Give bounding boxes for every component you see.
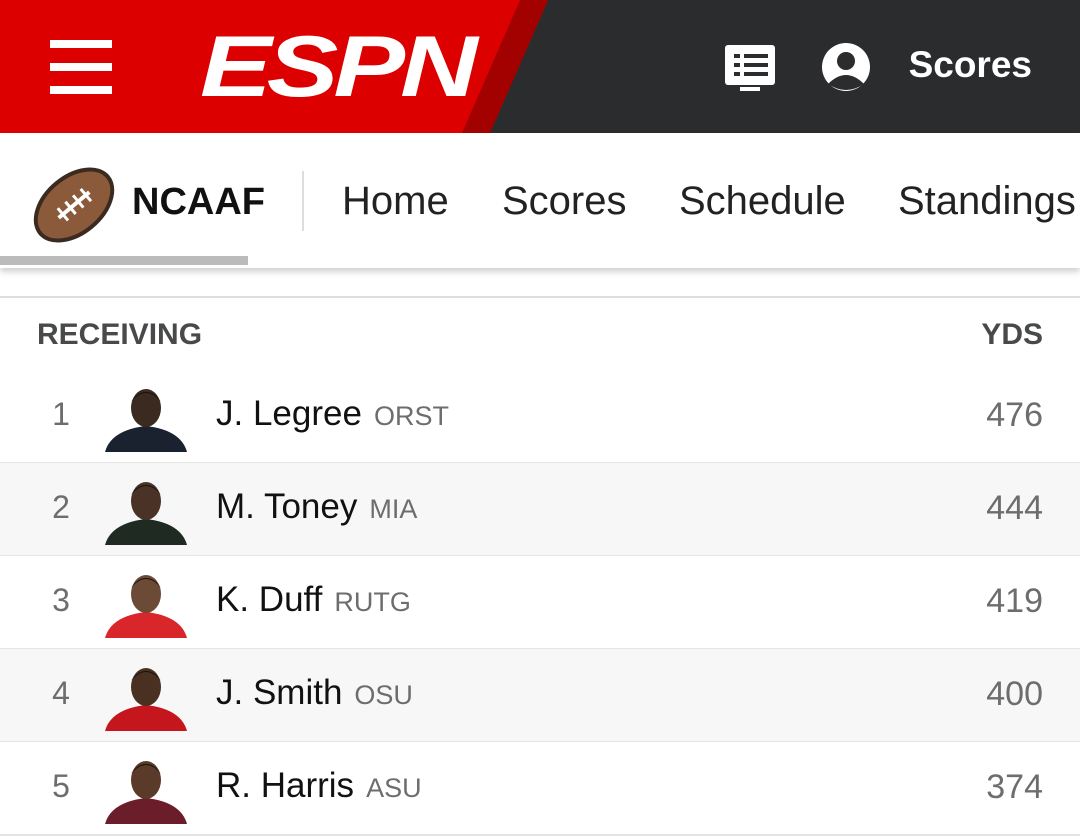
player-name[interactable]: J. Legree ORST <box>216 394 449 433</box>
profile-icon[interactable] <box>822 43 870 91</box>
divider <box>302 171 304 231</box>
player-photo <box>105 761 187 824</box>
header-icons <box>725 43 870 91</box>
nav-link[interactable]: Standings <box>898 179 1076 223</box>
yards: 476 <box>986 396 1043 434</box>
panel-edge <box>462 0 548 133</box>
table-header: RECEIVING YDS <box>0 296 1080 372</box>
yards: 400 <box>986 675 1043 713</box>
menu-icon[interactable] <box>50 40 112 94</box>
active-underline <box>0 256 248 265</box>
football-icon <box>33 167 115 243</box>
leader-row[interactable]: 2 M. Toney MIA 444 <box>0 463 1080 557</box>
top-bar: ESPN Scores <box>0 0 1080 133</box>
rank: 4 <box>52 675 70 711</box>
watch-icon[interactable] <box>725 45 775 91</box>
sub-nav: NCAAF Home Scores Schedule Standings <box>0 133 1080 268</box>
scores-link[interactable]: Scores <box>908 44 1032 85</box>
player-name[interactable]: K. Duff RUTG <box>216 580 411 619</box>
player-photo <box>105 482 187 545</box>
rank: 3 <box>52 582 70 618</box>
rank: 5 <box>52 768 70 804</box>
player-photo <box>105 575 187 638</box>
league-name[interactable]: NCAAF <box>132 181 265 223</box>
player-name[interactable]: J. Smith OSU <box>216 673 413 712</box>
nav-link[interactable]: Schedule <box>679 179 846 223</box>
rank: 2 <box>52 489 70 525</box>
leader-row[interactable]: 3 K. Duff RUTG 419 <box>0 556 1080 650</box>
player-name[interactable]: M. Toney MIA <box>216 487 418 526</box>
team-abbr: OSU <box>354 680 413 710</box>
player-photo <box>105 668 187 731</box>
player-photo <box>105 389 187 452</box>
team-abbr: MIA <box>369 494 418 524</box>
table-title: RECEIVING <box>37 318 203 351</box>
nav-link[interactable]: Scores <box>502 179 627 223</box>
leader-row[interactable]: 1 J. Legree ORST 476 <box>0 370 1080 464</box>
yards: 444 <box>986 489 1043 527</box>
team-abbr: RUTG <box>334 587 411 617</box>
team-abbr: ORST <box>373 401 449 431</box>
player-name[interactable]: R. Harris ASU <box>216 766 422 805</box>
red-panel <box>0 0 548 133</box>
rank: 1 <box>52 396 70 432</box>
yards: 419 <box>986 582 1043 620</box>
nav-link[interactable]: Home <box>342 179 449 223</box>
yards: 374 <box>986 768 1043 806</box>
leader-row[interactable]: 5 R. Harris ASU 374 <box>0 742 1080 836</box>
brand-area <box>0 0 548 133</box>
leader-row[interactable]: 4 J. Smith OSU 400 <box>0 649 1080 743</box>
team-abbr: ASU <box>366 773 422 803</box>
stat-header[interactable]: YDS <box>981 318 1043 351</box>
espn-logo[interactable]: ESPN <box>200 19 478 115</box>
